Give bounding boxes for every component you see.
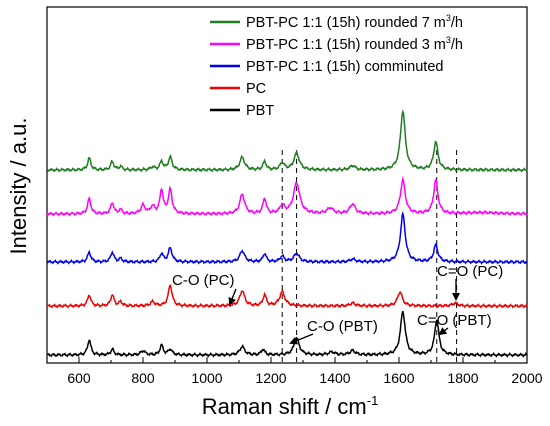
legend-label: PBT: [246, 103, 274, 119]
series-lines: [46, 109, 528, 358]
series-line-1: [46, 284, 528, 309]
plot-frame: [46, 6, 528, 364]
annotation-c-eq-o-pc: C=O (PC): [437, 263, 503, 280]
x-tick-label: 1400: [319, 370, 350, 386]
legend-label: PBT-PC 1:1 (15h) rounded 3 m3/h: [246, 35, 463, 53]
x-tick-label: 1600: [383, 370, 414, 386]
annotation-arrow-c-o-pc: [228, 288, 237, 306]
x-tick-label: 2000: [511, 370, 542, 386]
x-tick-label: 1800: [447, 370, 478, 386]
annotations: C-O (PC) C-O (PBT) C=O (PC) C=O (PBT): [172, 263, 503, 345]
annotation-c-o-pc: C-O (PC): [172, 272, 235, 289]
x-tick-label: 800: [131, 370, 155, 386]
annotation-c-o-pbt: C-O (PBT): [307, 318, 378, 335]
legend-label: PC: [246, 81, 266, 97]
legend: PBT-PC 1:1 (15h) rounded 7 m3/h PBT-PC 1:…: [210, 13, 463, 119]
y-axis-title: Intensity / a.u.: [6, 118, 31, 255]
x-axis: 600 800 1000 1200 1400 1600 1800 2000: [46, 357, 543, 386]
x-tick-label: 600: [67, 370, 91, 386]
series-line-0: [46, 311, 528, 358]
annotation-c-eq-o-pbt: C=O (PBT): [417, 312, 492, 329]
legend-label: PBT-PC 1:1 (15h) comminuted: [246, 59, 443, 75]
x-axis-title: Raman shift / cm-1: [202, 393, 379, 419]
x-tick-label: 1000: [191, 370, 222, 386]
series-line-3: [46, 176, 528, 217]
series-line-4: [46, 109, 528, 173]
x-tick-label: 1200: [255, 370, 286, 386]
annotation-arrow-c-eq-o-pbt: [438, 327, 449, 336]
legend-label: PBT-PC 1:1 (15h) rounded 7 m3/h: [246, 13, 463, 31]
annotation-arrow-c-o-pbt: [289, 333, 314, 345]
x-axis-title-superscript: -1: [367, 393, 379, 408]
series-line-2: [46, 210, 528, 265]
